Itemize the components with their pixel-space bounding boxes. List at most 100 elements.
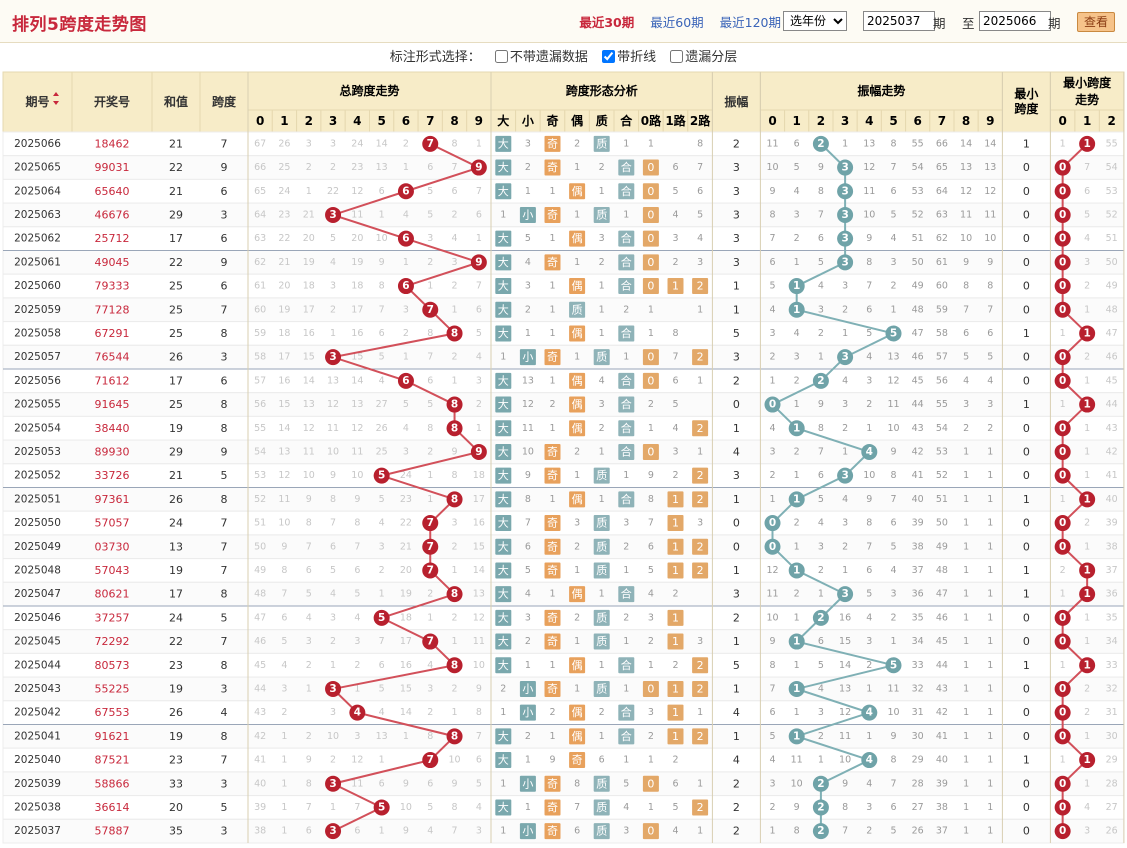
form-cell: 1 xyxy=(623,683,629,694)
form-cell: 1 xyxy=(697,446,703,457)
span-omission: 5 xyxy=(476,328,482,339)
cell-issue: 2025066 xyxy=(14,138,61,150)
link-recent-120[interactable]: 最近120期 xyxy=(719,15,781,30)
form-marker xyxy=(618,443,635,460)
checkbox-no-omission[interactable] xyxy=(494,50,508,63)
form-marker xyxy=(618,396,635,413)
span-omission: 39 xyxy=(254,802,266,813)
min-ball xyxy=(1054,443,1071,460)
link-recent-60[interactable]: 最近60期 xyxy=(650,15,704,30)
form-cell: 质 xyxy=(596,540,607,553)
form-cell: 2 xyxy=(648,731,654,742)
span-omission: 42 xyxy=(254,731,266,742)
form-cell: 1 xyxy=(574,352,580,363)
form-cell: 奇 xyxy=(547,469,558,482)
cell-span: 5 xyxy=(221,611,228,624)
form-cell: 8 xyxy=(672,328,678,339)
min-omission: 54 xyxy=(1106,162,1118,173)
span-omission: 9 xyxy=(476,683,482,694)
amp-ball xyxy=(764,396,781,413)
span-omission: 60 xyxy=(254,304,266,315)
min-omission: 27 xyxy=(1106,802,1118,813)
amp-omission: 55 xyxy=(936,399,948,410)
min-ball-label: 0 xyxy=(1059,801,1066,813)
form-cell: 质 xyxy=(596,137,607,150)
link-recent-30[interactable]: 最近30期 xyxy=(579,15,635,30)
span-omission: 6 xyxy=(354,826,360,837)
amp-omission: 1 xyxy=(866,731,872,742)
cell-amp: 5 xyxy=(733,659,740,672)
form-cell: 偶 xyxy=(572,327,583,340)
form-marker xyxy=(495,752,512,769)
amp-omission: 2 xyxy=(818,565,824,576)
span-ball xyxy=(470,443,487,460)
span-omission: 19 xyxy=(400,589,412,600)
form-marker xyxy=(642,823,659,840)
form-cell: 合 xyxy=(621,397,632,411)
min-omission: 1 xyxy=(1084,304,1090,315)
span-omission: 1 xyxy=(354,683,360,694)
option-polyline[interactable]: 带折线 xyxy=(602,50,656,65)
span-form-sub-label: 合 xyxy=(620,113,633,128)
span-omission: 3 xyxy=(403,446,409,457)
span-omission: 1 xyxy=(281,826,287,837)
min-ball-label: 1 xyxy=(1083,588,1090,600)
amp-omission: 11 xyxy=(766,138,778,149)
form-cell: 0 xyxy=(647,232,654,245)
span-form-group xyxy=(490,71,713,111)
option-omission-layer[interactable]: 遗漏分层 xyxy=(670,50,737,65)
amp-ball-label: 1 xyxy=(793,683,800,695)
span-omission: 1 xyxy=(403,731,409,742)
view-button[interactable]: 查看 xyxy=(1077,12,1115,32)
cell-draw: 80621 xyxy=(95,588,130,601)
form-cell: 1 xyxy=(672,540,679,553)
span-ball xyxy=(446,491,463,508)
amp-omission: 16 xyxy=(839,612,851,623)
from-issue-input[interactable] xyxy=(863,11,935,31)
amp-trend-sub-label: 9 xyxy=(986,114,994,128)
amp-omission: 2 xyxy=(794,518,800,529)
cell-issue: 2025050 xyxy=(14,517,61,529)
form-marker xyxy=(569,657,586,674)
total-span-sub-label: 2 xyxy=(305,114,313,128)
amp-omission: 2 xyxy=(866,826,872,837)
amp-omission: 1 xyxy=(963,446,969,457)
form-cell: 1 xyxy=(549,589,555,600)
span-omission: 5 xyxy=(427,209,433,220)
min-omission: 1 xyxy=(1084,423,1090,434)
option-no-omission[interactable]: 不带遗漏数据 xyxy=(494,50,588,65)
checkbox-omission-layer[interactable] xyxy=(670,50,684,63)
cell-min: 0 xyxy=(1023,730,1030,743)
min-omission: 3 xyxy=(1084,257,1090,268)
cell-min: 0 xyxy=(1023,422,1030,435)
form-cell: 4 xyxy=(623,802,629,813)
amp-omission: 8 xyxy=(866,518,872,529)
span-omission: 50 xyxy=(254,541,266,552)
cell-issue: 2025049 xyxy=(14,541,61,553)
amp-omission: 15 xyxy=(839,636,851,647)
span-ball-label: 8 xyxy=(451,493,458,505)
cell-issue: 2025040 xyxy=(14,754,61,766)
min-omission: 7 xyxy=(1084,162,1090,173)
span-omission: 1 xyxy=(379,826,385,837)
amp-omission: 10 xyxy=(766,162,778,173)
form-cell: 大 xyxy=(498,373,509,387)
form-cell: 奇 xyxy=(547,682,558,695)
form-marker xyxy=(692,420,709,437)
span-omission: 17 xyxy=(278,352,290,363)
cell-amp: 4 xyxy=(733,706,740,719)
amp-omission: 7 xyxy=(866,281,872,292)
form-cell: 2 xyxy=(599,423,605,434)
year-select[interactable]: 选年份 xyxy=(783,11,847,31)
span-omission: 8 xyxy=(476,707,482,718)
span-omission: 2 xyxy=(330,304,336,315)
checkbox-polyline[interactable] xyxy=(602,50,616,63)
amp-ball xyxy=(788,562,805,579)
span-omission: 13 xyxy=(351,399,363,410)
form-cell: 0 xyxy=(647,374,654,387)
form-marker xyxy=(495,657,512,674)
cell-min: 0 xyxy=(1023,232,1030,245)
cell-sum: 21 xyxy=(169,469,183,482)
to-issue-input[interactable] xyxy=(979,11,1051,31)
form-cell: 3 xyxy=(697,636,703,647)
